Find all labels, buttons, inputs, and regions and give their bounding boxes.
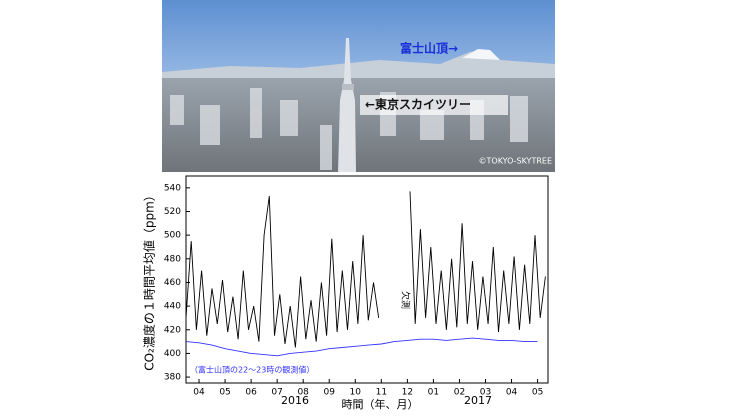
y-tick-label: 520	[164, 207, 181, 217]
series-note: （富士山頂の22～23時の観測値）	[190, 365, 314, 375]
x-tick-label: 06	[245, 388, 257, 398]
x-tick-label: 07	[271, 388, 282, 398]
x-tick-label: 05	[532, 388, 543, 398]
x-tick-label: 09	[324, 388, 336, 398]
photo-credit: ©TOKYO-SKYTREE	[479, 157, 552, 166]
photo: 富士山頂→ ←東京スカイツリー ©TOKYO-SKYTREE	[162, 0, 555, 172]
x-tick-label: 02	[454, 388, 465, 398]
year-label: 2017	[464, 394, 492, 407]
y-tick-label: 420	[164, 325, 181, 335]
x-tick-label: 11	[376, 388, 387, 398]
y-tick-label: 400	[164, 349, 181, 359]
x-tick-label: 05	[219, 388, 230, 398]
y-tick-label: 540	[164, 183, 181, 193]
y-tick-label: 460	[164, 278, 181, 288]
x-tick-label: 08	[297, 388, 309, 398]
y-tick-label: 440	[164, 302, 181, 312]
y-tick-label: 500	[164, 231, 181, 241]
fuji-label: 富士山頂→	[400, 41, 458, 56]
plot-frame	[185, 175, 549, 384]
series-line	[185, 337, 538, 357]
x-tick-label: 12	[402, 388, 413, 398]
y-tick-label: 480	[164, 254, 181, 264]
x-tick-label: 03	[480, 388, 491, 398]
x-tick-label: 04	[193, 388, 205, 398]
x-tick-label: 10	[350, 388, 362, 398]
y-axis-label: CO₂濃度の１時間平均値（ppm）	[142, 189, 157, 371]
x-axis-label: 時間（年、月）	[342, 397, 419, 411]
series-line	[185, 191, 546, 348]
skytree-label: ←東京スカイツリー	[365, 97, 471, 112]
year-label: 2016	[281, 394, 309, 407]
y-tick-label: 380	[164, 373, 181, 383]
x-tick-label: 04	[506, 388, 518, 398]
gap-label: 欠測	[400, 291, 412, 309]
x-tick-label: 01	[428, 388, 439, 398]
